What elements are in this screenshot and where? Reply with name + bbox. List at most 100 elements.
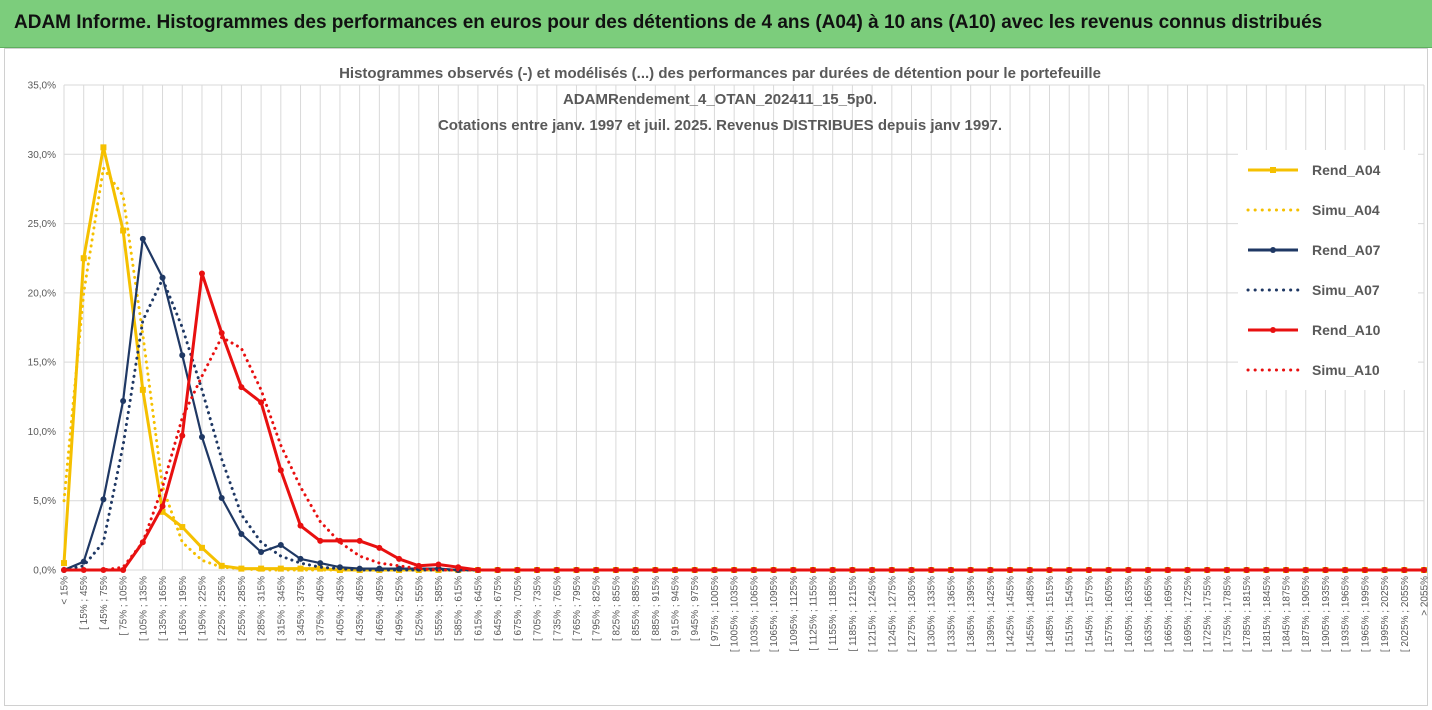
legend-swatch [1246,288,1300,292]
x-tick-label: [ 1455% ; 1485% [1025,576,1036,652]
data-point [455,564,462,571]
x-tick-label: [ 645% ; 675% [493,576,504,641]
data-point [120,227,127,234]
data-point [238,384,245,391]
legend-label: Simu_A04 [1312,202,1380,218]
x-tick-label: [ 1395% ; 1425% [986,576,997,652]
data-point [652,567,659,573]
x-tick-label: [ 1545% ; 1575% [1084,576,1095,652]
data-point [258,565,265,572]
data-point [297,555,304,562]
series-line-Rend_A07 [63,237,1424,572]
x-tick-label: [ 15% ; 45% [79,576,90,630]
data-point [198,433,205,440]
legend-item-Simu_A07: Simu_A07 [1238,280,1418,300]
x-tick-label: [ 735% ; 765% [552,576,563,641]
data-point [750,567,757,573]
y-tick-label: 25,0% [28,219,56,230]
x-tick-label: [ 405% ; 435% [335,576,346,641]
data-point [258,399,265,406]
legend-item-Rend_A04: Rend_A04 [1238,160,1418,180]
data-point [179,432,186,439]
y-tick-label: 15,0% [28,358,56,369]
x-tick-label: [ 1845% ; 1875% [1282,576,1293,652]
legend-item-Simu_A04: Simu_A04 [1238,200,1418,220]
x-tick-label: [ 225% ; 255% [217,576,228,641]
x-tick-label: [ 75% ; 105% [119,576,130,636]
data-point [238,565,245,572]
x-tick-label: [ 105% ; 135% [138,576,149,641]
data-point [277,542,284,549]
data-point [139,386,146,393]
x-tick-label: [ 195% ; 225% [197,576,208,641]
data-point [1263,567,1270,573]
y-tick-label: 20,0% [28,288,56,299]
data-point [198,270,205,277]
x-tick-label: [ 1065% ; 1095% [769,576,780,652]
series-line-Simu_A04 [62,166,1426,572]
data-point [474,567,481,573]
data-point [672,567,679,573]
x-tick-label: [ 345% ; 375% [296,576,307,641]
x-tick-label: [ 2025% ; 2055% [1400,576,1411,652]
x-tick-label: [ 1425% ; 1455% [1006,576,1017,652]
legend-label: Rend_A04 [1312,162,1381,178]
legend-marker [1270,327,1276,333]
x-tick-label: [ 1275% ; 1305% [907,576,918,652]
x-tick-label: [ 1305% ; 1335% [927,576,938,652]
x-tick-label: [ 1365% ; 1395% [966,576,977,652]
data-point [731,567,738,573]
data-point [159,503,166,510]
x-tick-label: [ 975% ; 1005% [710,576,721,647]
x-tick-label: [ 255% ; 285% [237,576,248,641]
x-tick-label: [ 1995% ; 2025% [1380,576,1391,652]
report-banner: ADAM Informe. Histogrammes des performan… [0,0,1432,48]
x-tick-label: [ 1005% ; 1035% [730,576,741,652]
x-tick-label: [ 945% ; 975% [690,576,701,641]
x-tick-label: [ 1815% ; 1845% [1262,576,1273,652]
data-point [494,567,501,573]
x-tick-label: [ 1875% ; 1905% [1301,576,1312,652]
y-tick-label: 5,0% [33,496,56,507]
series-line-Rend_A04 [62,145,1424,572]
x-tick-label: [ 435% ; 465% [355,576,366,641]
data-point [573,567,580,573]
x-tick-label: [ 1335% ; 1365% [946,576,957,652]
x-tick-label: [ 525% ; 555% [414,576,425,641]
data-point [593,567,600,573]
x-tick-label: [ 285% ; 315% [257,576,268,641]
legend-marker [1270,247,1276,253]
x-tick-label: [ 1935% ; 1965% [1341,576,1352,652]
x-tick-label: [ 1215% ; 1245% [868,576,879,652]
x-tick-label: [ 315% ; 345% [276,576,287,641]
x-tick-label: [ 855% ; 885% [631,576,642,641]
data-point [277,467,284,474]
legend-item-Rend_A07: Rend_A07 [1238,240,1418,260]
data-point [100,567,107,573]
x-tick-label: [ 615% ; 645% [473,576,484,641]
legend-item-Simu_A10: Simu_A10 [1238,360,1418,380]
x-tick-label: [ 915% ; 945% [671,576,682,641]
x-tick-label: [ 1635% ; 1665% [1144,576,1155,652]
data-point [1164,567,1171,573]
legend-swatch [1248,327,1298,333]
legend-swatch [1246,368,1300,372]
data-point [139,235,146,242]
x-tick-label: [ 885% ; 915% [651,576,662,641]
data-point [1105,567,1112,573]
data-point [100,144,107,151]
data-point [238,530,245,537]
data-point [277,565,284,572]
series-line-Rend_A10 [64,272,1424,572]
data-point [100,496,107,503]
x-tick-label: [ 165% ; 195% [178,576,189,641]
x-tick-label: [ 1125% ; 1155% [808,576,819,651]
x-tick-label: [ 1605% ; 1635% [1124,576,1135,652]
data-point [120,397,127,404]
x-tick-label: [ 1695% ; 1725% [1183,576,1194,652]
legend-swatch [1248,167,1298,173]
x-tick-label: [ 825% ; 855% [611,576,622,641]
x-tick-label: [ 1575% ; 1605% [1104,576,1115,652]
data-point [1322,567,1329,573]
